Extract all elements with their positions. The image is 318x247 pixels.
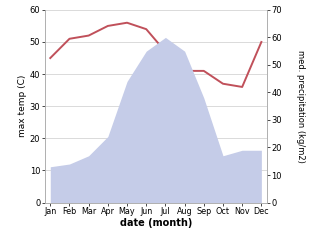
X-axis label: date (month): date (month) [120, 219, 192, 228]
Y-axis label: med. precipitation (kg/m2): med. precipitation (kg/m2) [296, 50, 305, 163]
Y-axis label: max temp (C): max temp (C) [18, 75, 27, 137]
